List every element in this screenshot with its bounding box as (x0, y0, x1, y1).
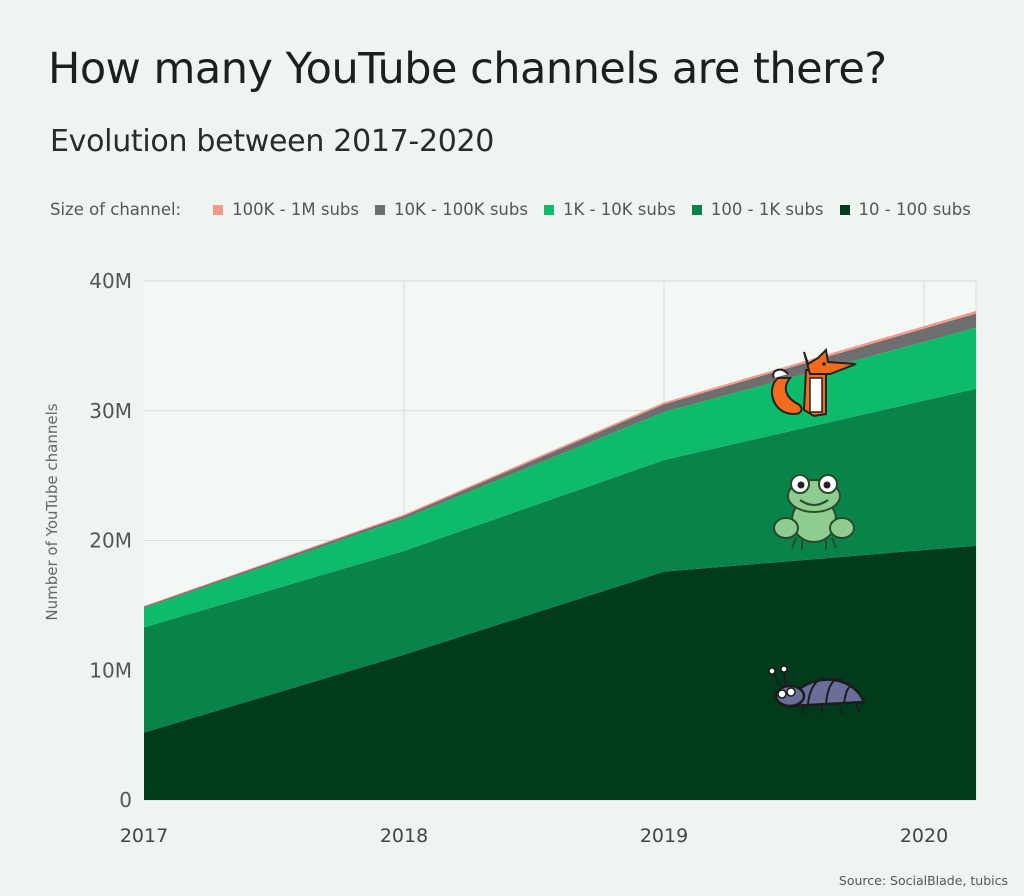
legend-item: 10 - 100 subs (839, 200, 971, 219)
chart-title: How many YouTube channels are there? (48, 44, 887, 94)
y-tick-label: 0 (119, 788, 132, 812)
area-series-100-1k-subs (144, 388, 976, 733)
x-tick-label: 2019 (640, 825, 688, 847)
y-tick-label: 20M (89, 529, 132, 553)
source-note: Source: SocialBlade, tubics (838, 873, 1008, 888)
beetle-illustration (768, 665, 866, 715)
legend-item: 1K - 10K subs (543, 200, 676, 219)
y-tick-label: 10M (89, 658, 132, 682)
fox-illustration (770, 347, 857, 418)
y-tick-label: 40M (89, 269, 132, 293)
legend-item: 10K - 100K subs (375, 200, 528, 219)
legend-label: 100K - 1M subs (232, 200, 359, 219)
legend-title: Size of channel: (50, 200, 182, 219)
legend-swatch (543, 204, 554, 215)
frog-illustration (773, 474, 855, 550)
legend: Size of channel: 100K - 1M subs 10K - 100… (50, 200, 987, 219)
legend-label: 1K - 10K subs (562, 200, 676, 219)
legend-swatch (375, 204, 385, 215)
x-tick-label: 2018 (380, 825, 428, 847)
x-tick-label: 2017 (120, 825, 168, 847)
legend-label: 100 - 1K subs (710, 200, 824, 219)
chart-subtitle: Evolution between 2017-2020 (50, 124, 495, 159)
area-series-1k-10k-subs (144, 327, 976, 628)
area-series-10-100-subs (144, 545, 976, 800)
legend-item: 100K - 1M subs (213, 200, 359, 219)
area-series-10k-100k-subs (144, 313, 976, 608)
x-tick-label: 2020 (900, 825, 948, 847)
y-tick-label: 30M (89, 399, 132, 423)
legend-items: 100K - 1M subs 10K - 100K subs 1K - 10K su… (213, 200, 987, 219)
area-series-100k-1m-subs (144, 310, 976, 607)
legend-label: 10K - 100K subs (394, 200, 528, 219)
legend-swatch (839, 204, 850, 215)
legend-item: 100 - 1K subs (691, 200, 824, 219)
legend-swatch (691, 204, 702, 215)
legend-label: 10 - 100 subs (858, 200, 971, 219)
legend-swatch (213, 204, 224, 215)
y-axis-label: Number of YouTube channels (43, 403, 61, 620)
